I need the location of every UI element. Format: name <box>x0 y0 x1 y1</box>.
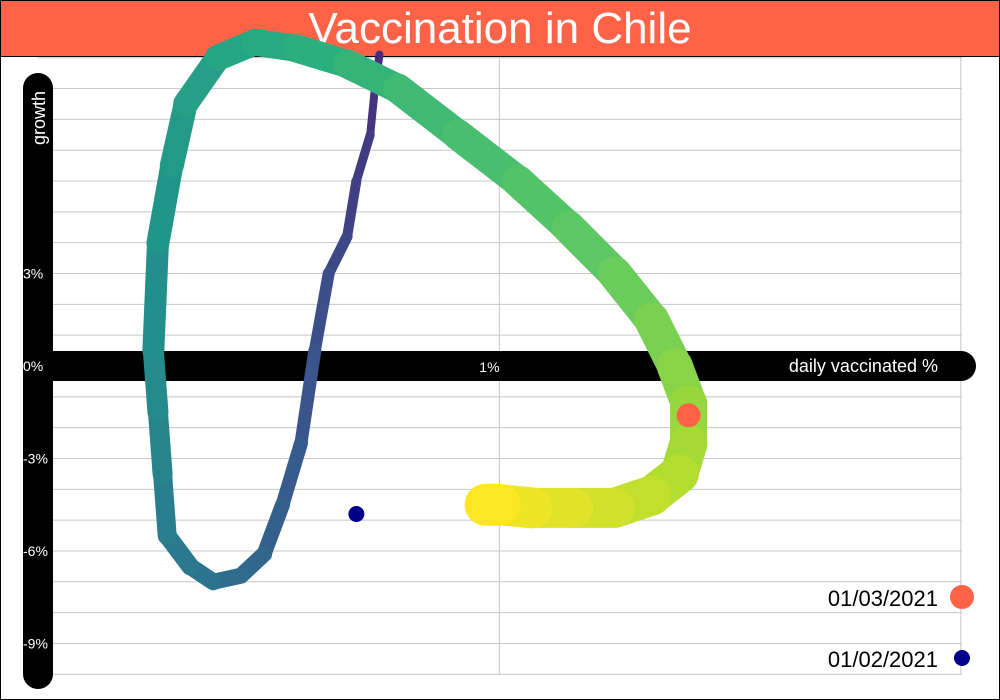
date-marker-0 <box>676 403 701 428</box>
y-tick-label: 3% <box>23 266 43 282</box>
x-axis-title: daily vaccinated % <box>789 356 938 376</box>
y-axis-title: growth <box>29 91 49 145</box>
series-segment <box>142 231 169 362</box>
series-path <box>142 28 708 591</box>
chart-title: Vaccination in Chile <box>308 4 692 53</box>
legend-swatch-0 <box>950 585 974 609</box>
series-segment <box>153 464 177 546</box>
series-segment <box>256 497 291 562</box>
series-segment <box>146 154 184 255</box>
series-segment <box>294 344 322 450</box>
axes <box>23 73 976 689</box>
series-segment <box>342 176 362 242</box>
series-segment <box>351 130 375 186</box>
y-tick-label: -3% <box>23 450 48 466</box>
y-tick-label: 0% <box>23 358 43 374</box>
series-segment <box>323 231 353 280</box>
legend: 01/03/2021 01/02/2021 <box>828 585 974 672</box>
date-markers <box>348 403 701 522</box>
y-tick-label: -6% <box>23 543 48 559</box>
series-segment <box>366 84 379 139</box>
date-marker-1 <box>348 505 365 522</box>
series-segment <box>275 436 308 512</box>
legend-swatch-1 <box>954 650 970 666</box>
title-bar: Vaccination in Chile <box>1 1 999 57</box>
y-tick-label: -9% <box>23 635 48 651</box>
series-segment <box>308 267 335 357</box>
legend-label-0: 01/03/2021 <box>828 586 938 611</box>
legend-label-1: 01/02/2021 <box>828 647 938 672</box>
axis-labels: 3% 0% -3% -6% -9% 1% daily vaccinated % growth <box>23 91 938 651</box>
x-tick-label: 1% <box>479 359 499 375</box>
